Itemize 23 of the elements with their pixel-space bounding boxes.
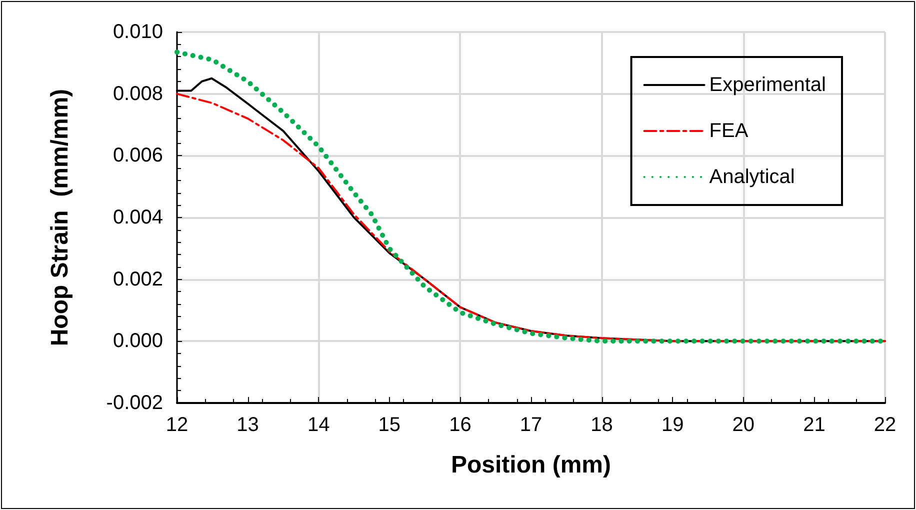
x-tick-label: 18	[590, 414, 613, 436]
legend-label: FEA	[709, 120, 749, 142]
x-tick-label: 15	[378, 414, 401, 436]
legend-label: Analytical	[709, 166, 795, 188]
y-tick-label: 0.006	[112, 144, 163, 167]
y-tick-label: 0.008	[112, 82, 163, 105]
y-tick-label: 0.004	[112, 206, 163, 228]
y-tick-label: 0.002	[112, 268, 163, 290]
x-tick-label: 22	[874, 414, 896, 436]
x-tick-label: 21	[803, 414, 826, 436]
x-tick-label: 19	[661, 414, 684, 436]
y-tick-label: -0.002	[106, 392, 163, 414]
x-tick-label: 20	[732, 414, 755, 436]
y-tick-label: 0.010	[112, 21, 163, 43]
x-tick-label: 14	[307, 414, 330, 436]
x-tick-label: 16	[449, 414, 472, 436]
x-tick-label: 13	[236, 414, 259, 436]
y-axis-title: Hoop Strain (mm/mm)	[46, 88, 74, 346]
y-tick-label: 0.000	[112, 330, 163, 352]
x-axis-title: Position (mm)	[451, 452, 611, 478]
x-tick-label: 12	[166, 414, 188, 436]
legend-label: Experimental	[709, 74, 826, 96]
x-tick-label: 17	[520, 414, 542, 436]
